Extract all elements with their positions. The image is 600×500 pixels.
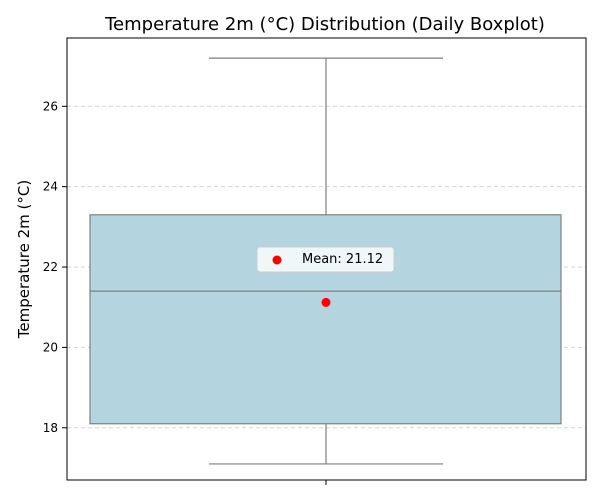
mean-marker <box>321 297 331 307</box>
y-axis-ticks: 18 20 22 24 26 <box>43 99 67 435</box>
y-tick-label: 20 <box>43 340 58 354</box>
y-tick-label: 24 <box>43 180 58 194</box>
y-axis-label: Temperature 2m (°C) <box>15 180 33 339</box>
chart-title: Temperature 2m (°C) Distribution (Daily … <box>104 14 545 35</box>
legend-frame <box>256 246 395 273</box>
y-tick-label: 22 <box>43 260 58 274</box>
y-tick-label: 18 <box>43 421 58 435</box>
legend-mean-marker <box>272 255 282 265</box>
legend: Mean: 21.12 <box>256 246 395 273</box>
interquartile-box <box>89 214 562 425</box>
y-tick-label: 26 <box>43 99 58 113</box>
legend-label: Mean: 21.12 <box>302 252 383 267</box>
